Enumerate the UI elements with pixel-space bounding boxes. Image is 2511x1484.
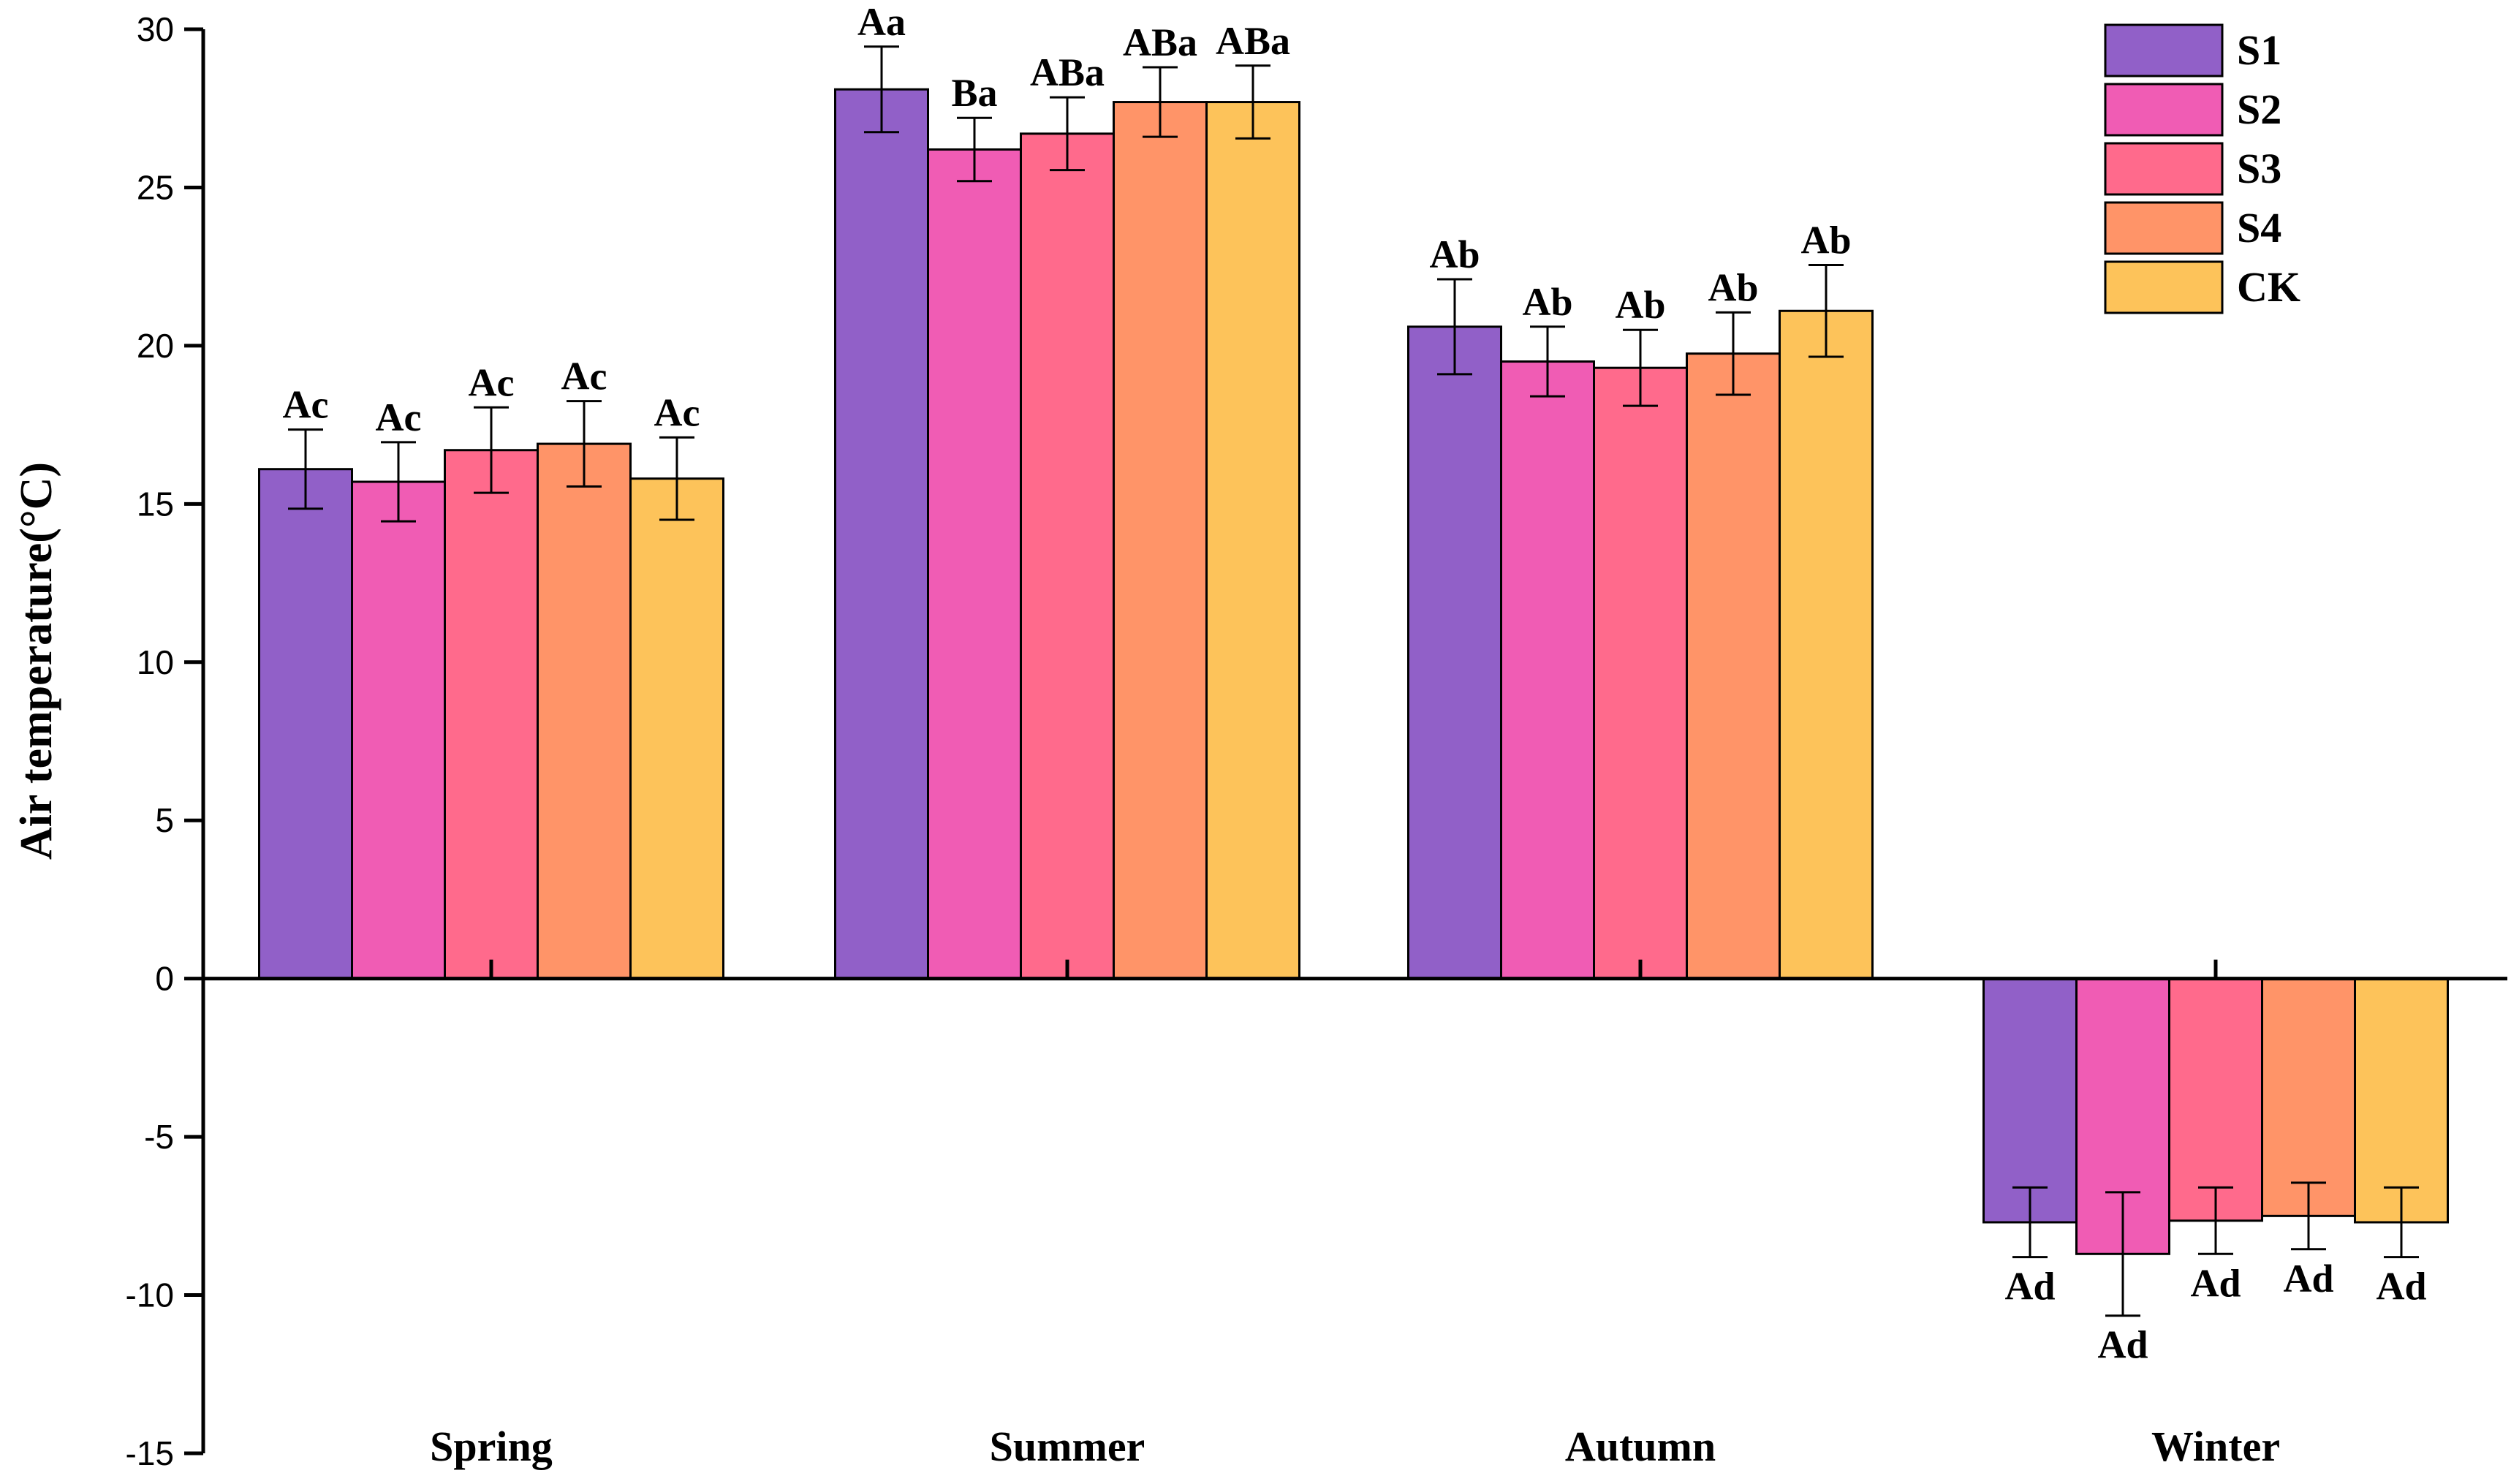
- y-tick-label: 10: [137, 643, 174, 681]
- bar-significance-label: Ba: [951, 71, 997, 115]
- bar-significance-label: Ad: [2097, 1323, 2148, 1367]
- y-tick-label: 30: [137, 10, 174, 48]
- bar-labels-group: Ac Ac Ac Ac Ac Aa Ba ABa ABa ABa Ab Ab Ab Ab Ab Ad Ad Ad A…: [283, 0, 2427, 1367]
- bar-significance-label: Ad: [2190, 1261, 2241, 1305]
- bar-significance-label: ABa: [1216, 19, 1290, 63]
- bar-significance-label: Ab: [1429, 232, 1480, 276]
- legend-swatch-ck: [2104, 260, 2224, 314]
- legend-label-ck: CK: [2237, 263, 2300, 311]
- legend-swatch-s3: [2104, 142, 2224, 196]
- bar-s4-winter: [2261, 977, 2356, 1217]
- bar-s3-winter: [2168, 977, 2263, 1222]
- y-tick-label: 15: [137, 485, 174, 523]
- bar-ck-summer: [1205, 101, 1300, 980]
- legend-swatch-s2: [2104, 83, 2224, 137]
- y-axis-title: Air temperature(°C): [12, 462, 61, 860]
- y-tick-label: 20: [137, 327, 174, 365]
- legend-swatch-s1: [2104, 23, 2224, 77]
- bar-significance-label: Ab: [1615, 283, 1665, 327]
- y-tick-label: -10: [126, 1276, 174, 1314]
- bar-s4-autumn: [1686, 352, 1781, 980]
- y-tick-label: -15: [126, 1434, 174, 1472]
- error-bars-group: [288, 45, 2419, 1317]
- legend-label-s2: S2: [2237, 86, 2281, 133]
- bar-significance-label: ABa: [1123, 20, 1197, 64]
- x-category-label: Summer: [990, 1423, 1145, 1470]
- bar-s1-winter: [1982, 977, 2078, 1224]
- bar-s2-summer: [927, 148, 1022, 980]
- bar-s2-autumn: [1500, 360, 1595, 980]
- y-tick-label: 0: [155, 960, 174, 998]
- y-tick-label: 25: [137, 168, 174, 206]
- x-category-label: Autumn: [1565, 1423, 1716, 1470]
- bar-ck-winter: [2354, 977, 2449, 1224]
- bar-s3-spring: [444, 449, 539, 980]
- legend-swatch-s4: [2104, 201, 2224, 255]
- x-category-label: Winter: [2151, 1423, 2280, 1470]
- bar-significance-label: ABa: [1030, 50, 1105, 94]
- y-axis: 30 25 20 15 10 5 0 -5 -10 -15: [126, 10, 205, 1472]
- bar-s2-spring: [351, 480, 446, 980]
- bar-ck-spring: [629, 477, 724, 980]
- bar-s3-autumn: [1593, 366, 1688, 980]
- bar-significance-label: Ac: [561, 355, 607, 398]
- x-axis: Spring Summer Autumn Winter: [203, 959, 2507, 1470]
- bar-s3-summer: [1020, 132, 1115, 980]
- legend-label-s1: S1: [2237, 26, 2281, 74]
- bar-significance-label: Ad: [2283, 1257, 2333, 1301]
- x-category-label: Spring: [430, 1423, 553, 1470]
- bar-significance-label: Ac: [654, 390, 700, 434]
- legend: S1 S2 S3 S4 CK: [2104, 23, 2300, 314]
- bar-significance-label: Ab: [1522, 280, 1572, 324]
- bar-s4-spring: [537, 442, 632, 980]
- bar-ck-autumn: [1779, 309, 1874, 980]
- bar-s1-spring: [258, 468, 353, 980]
- legend-label-s3: S3: [2237, 145, 2281, 192]
- y-axis-title-group: Air temperature(°C): [12, 462, 61, 860]
- bar-s1-summer: [834, 88, 929, 980]
- bar-significance-label: Aa: [857, 0, 906, 44]
- bar-significance-label: Ad: [2376, 1265, 2426, 1309]
- bar-s1-autumn: [1407, 325, 1502, 980]
- bar-significance-label: Ab: [1800, 219, 1851, 262]
- bar-s4-summer: [1113, 101, 1208, 980]
- bar-significance-label: Ab: [1708, 265, 1758, 309]
- bar-significance-label: Ac: [376, 395, 422, 439]
- bar-significance-label: Ac: [283, 383, 329, 427]
- legend-label-s4: S4: [2237, 204, 2281, 251]
- y-tick-label: 5: [155, 801, 174, 839]
- bars-group: [258, 88, 2449, 1255]
- bar-significance-label: Ad: [2004, 1265, 2055, 1309]
- bar-significance-label: Ac: [469, 360, 515, 404]
- y-tick-label: -5: [144, 1118, 174, 1156]
